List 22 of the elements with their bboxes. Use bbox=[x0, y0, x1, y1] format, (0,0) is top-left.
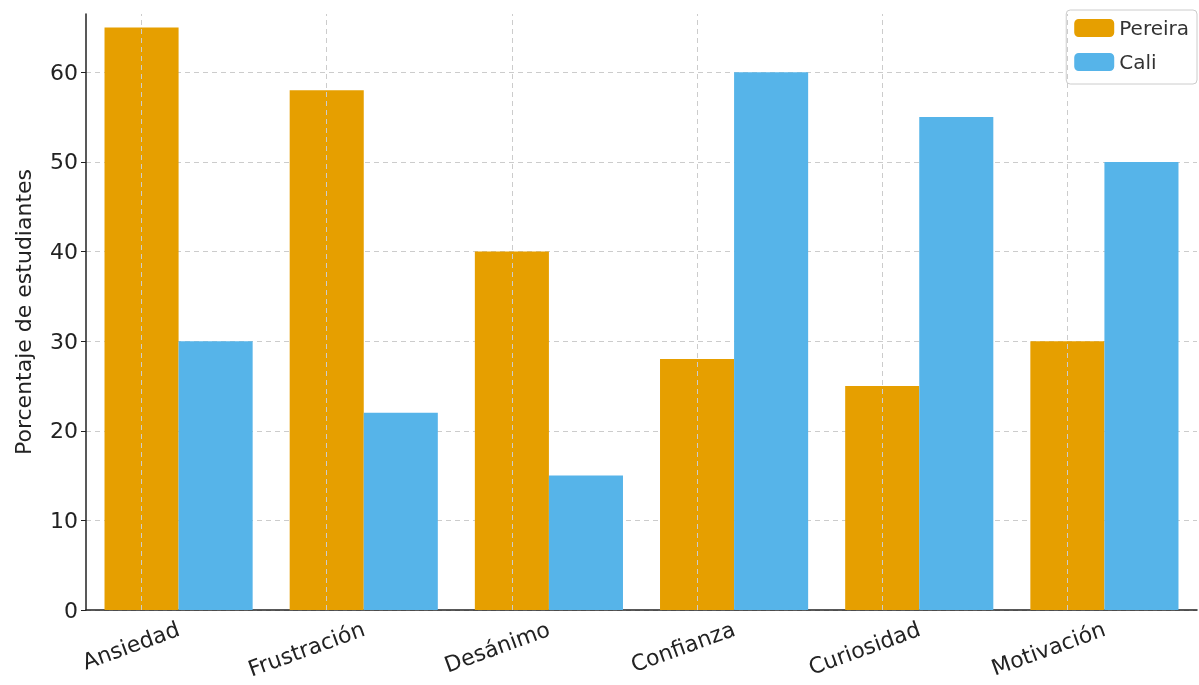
y-axis-title: Porcentaje de estudiantes bbox=[10, 168, 36, 456]
bar bbox=[548, 475, 623, 610]
bar bbox=[660, 359, 735, 610]
y-tick-label: 20 bbox=[50, 418, 78, 444]
bar bbox=[363, 412, 438, 610]
bar bbox=[1104, 161, 1179, 610]
bar bbox=[1030, 341, 1105, 610]
y-tick-label: 40 bbox=[50, 239, 78, 264]
bar bbox=[474, 251, 549, 610]
bar bbox=[919, 117, 994, 610]
bar bbox=[289, 90, 364, 610]
y-tick-label: 0 bbox=[64, 597, 78, 623]
bar bbox=[845, 385, 920, 610]
bar bbox=[734, 72, 809, 610]
legend-label: Pereira bbox=[1119, 16, 1190, 40]
y-tick-label: 50 bbox=[50, 149, 78, 175]
y-tick-label: 10 bbox=[50, 507, 78, 533]
y-tick-label: 30 bbox=[50, 328, 78, 354]
bar bbox=[104, 27, 179, 610]
bar bbox=[178, 341, 253, 610]
y-tick-label: 60 bbox=[50, 59, 78, 85]
legend-label: Cali bbox=[1119, 50, 1157, 74]
